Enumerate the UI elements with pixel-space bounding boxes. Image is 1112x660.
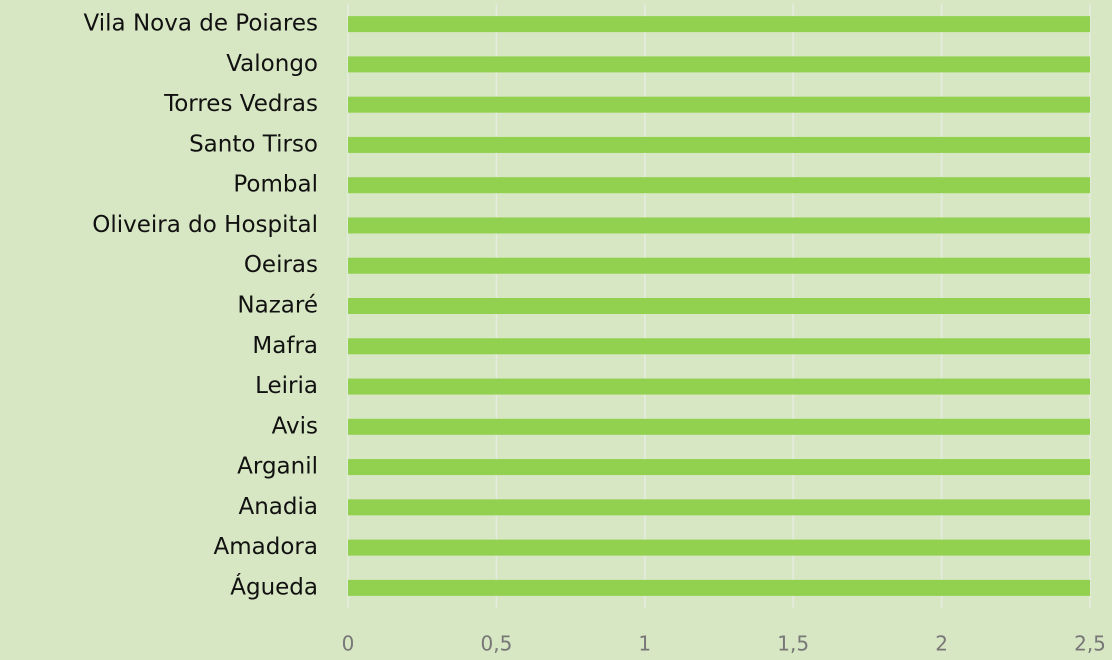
bar bbox=[348, 579, 1090, 596]
y-tick-label: Mafra bbox=[252, 333, 318, 359]
y-tick-label: Santo Tirso bbox=[189, 131, 318, 157]
y-tick-label: Pombal bbox=[233, 172, 318, 198]
bar bbox=[348, 378, 1090, 395]
y-tick-label: Vila Nova de Poiares bbox=[84, 11, 318, 37]
x-tick-label: 2,5 bbox=[1074, 632, 1106, 656]
bar bbox=[348, 499, 1090, 516]
y-tick-label: Amadora bbox=[214, 534, 318, 560]
y-tick-label: Leiria bbox=[255, 373, 318, 399]
bar bbox=[348, 96, 1090, 113]
y-tick-label: Valongo bbox=[226, 51, 318, 77]
bar bbox=[348, 56, 1090, 73]
y-tick-label: Torres Vedras bbox=[163, 91, 318, 117]
x-tick-label: 0,5 bbox=[480, 632, 512, 656]
y-tick-label: Anadia bbox=[239, 494, 319, 520]
bar bbox=[348, 298, 1090, 314]
y-tick-label: Nazaré bbox=[237, 293, 318, 319]
bar bbox=[348, 16, 1090, 33]
x-tick-label: 1,5 bbox=[777, 632, 809, 656]
bar bbox=[348, 459, 1090, 476]
bar bbox=[348, 136, 1090, 153]
y-tick-label: Oeiras bbox=[244, 252, 318, 278]
x-tick-label: 1 bbox=[638, 632, 651, 656]
x-tick-label: 0 bbox=[342, 632, 355, 656]
y-tick-label: Oliveira do Hospital bbox=[92, 212, 318, 238]
bar bbox=[348, 257, 1090, 274]
x-tick-label: 2 bbox=[935, 632, 948, 656]
bar bbox=[348, 177, 1090, 194]
y-tick-label: Avis bbox=[272, 413, 318, 439]
bar bbox=[348, 338, 1090, 355]
bar bbox=[348, 418, 1090, 435]
bar bbox=[348, 539, 1090, 556]
y-tick-label: Águeda bbox=[230, 572, 318, 600]
bar bbox=[348, 217, 1090, 234]
y-tick-label: Arganil bbox=[237, 454, 318, 480]
